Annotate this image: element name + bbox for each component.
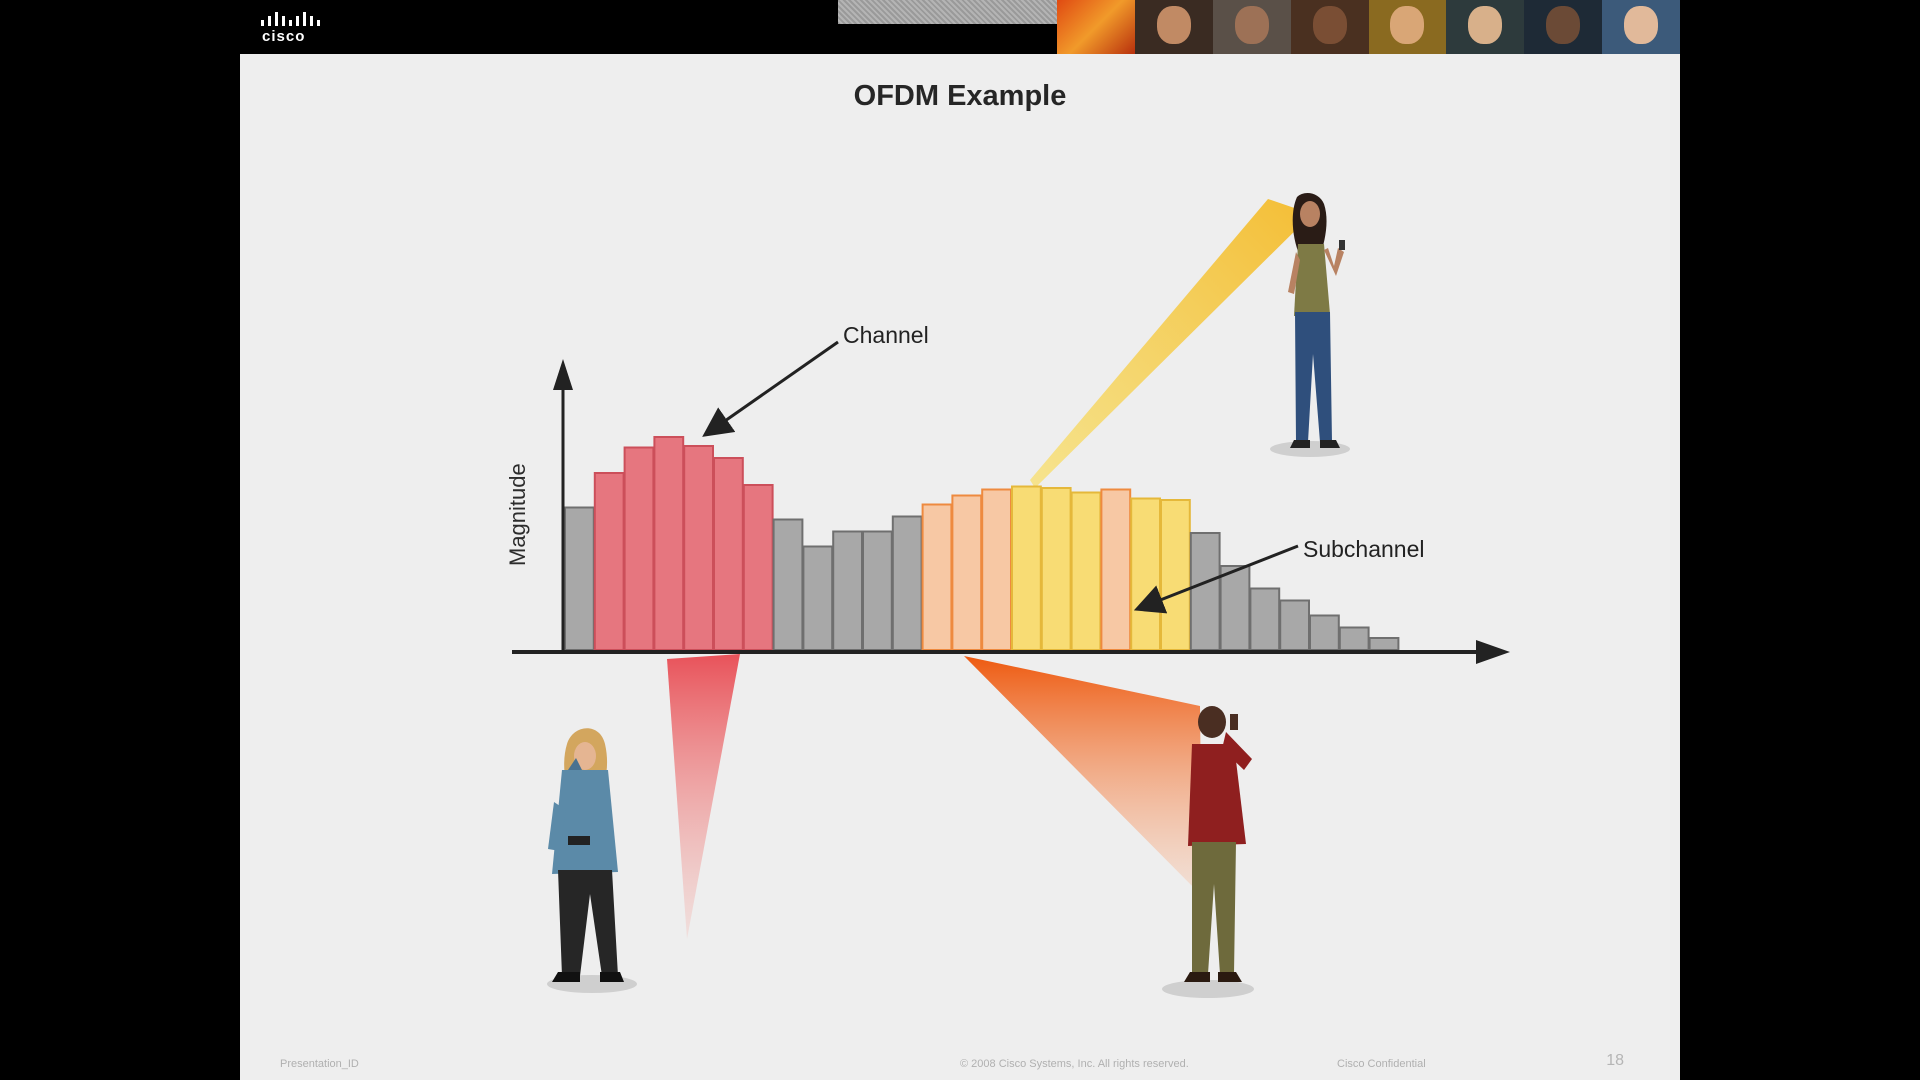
top-banner: cisco <box>0 0 1920 54</box>
photo-tile <box>1212 0 1291 54</box>
bar-yellow <box>1070 491 1102 651</box>
bar-yellow <box>1160 499 1191 651</box>
bar-grey <box>772 518 804 651</box>
photo-tile <box>1134 0 1213 54</box>
photo-tile <box>1602 0 1680 54</box>
cisco-logo: cisco <box>258 10 324 46</box>
channel-label: Channel <box>843 322 929 348</box>
bar-grey <box>1368 637 1400 651</box>
bar-grey <box>1309 614 1340 651</box>
bar-grey <box>1249 587 1281 651</box>
bar-red <box>653 436 685 651</box>
red-beam <box>667 654 740 939</box>
bar-grey <box>1189 532 1221 651</box>
bar-red <box>742 484 774 651</box>
bar-yellow <box>1130 497 1162 651</box>
y-axis-label: Magnitude <box>505 463 530 566</box>
footer-confidential: Cisco Confidential <box>1337 1058 1426 1070</box>
subchannel-pointer-arrow <box>1133 544 1299 614</box>
bar-red <box>713 457 744 651</box>
photo-tile <box>1368 0 1447 54</box>
people-photo-strip <box>1057 0 1680 54</box>
slide-title: OFDM Example <box>853 80 1067 112</box>
bar-grey <box>832 530 864 651</box>
subchannel-label: Subchannel <box>1303 536 1425 562</box>
channel-pointer-arrow <box>702 340 839 437</box>
bar-grey <box>1338 626 1370 651</box>
person-man-phone <box>1162 706 1254 998</box>
photo-tile <box>1524 0 1603 54</box>
bar-grey <box>1219 565 1251 651</box>
bar-yellow <box>1011 485 1042 651</box>
photo-tile <box>1057 0 1135 54</box>
bar-red <box>593 472 625 651</box>
bar-grey <box>1279 599 1310 651</box>
y-axis-arrowhead <box>553 359 573 390</box>
bar-grey <box>862 530 893 651</box>
bar-series <box>564 436 1400 651</box>
photo-tile <box>1446 0 1525 54</box>
bar-orange <box>951 494 983 651</box>
bar-red <box>623 446 655 651</box>
bar-grey <box>802 545 834 651</box>
person-woman-texting <box>1270 192 1350 457</box>
photo-tile <box>1290 0 1369 54</box>
cisco-wordmark: cisco <box>262 28 306 45</box>
bar-yellow <box>1040 487 1072 651</box>
slide: OFDM Example <box>240 54 1680 1080</box>
orange-beam <box>964 656 1202 896</box>
ofdm-diagram: Magnitude Channel Subchannel <box>505 192 1510 998</box>
page-number: 18 <box>1606 1052 1624 1069</box>
bar-orange <box>981 488 1013 651</box>
footer-presentation-id: Presentation_ID <box>280 1058 359 1070</box>
bar-orange <box>1100 488 1132 651</box>
yellow-beam <box>1030 199 1312 488</box>
footer-copyright: © 2008 Cisco Systems, Inc. All rights re… <box>960 1058 1189 1070</box>
bar-orange <box>921 503 953 651</box>
bar-grey <box>564 506 595 651</box>
blurred-box <box>838 0 1084 24</box>
person-woman-phone <box>547 728 637 993</box>
x-axis-arrowhead <box>1476 640 1510 664</box>
bar-red <box>683 445 715 651</box>
bar-grey <box>891 515 923 651</box>
cisco-bars-icon <box>261 12 320 26</box>
